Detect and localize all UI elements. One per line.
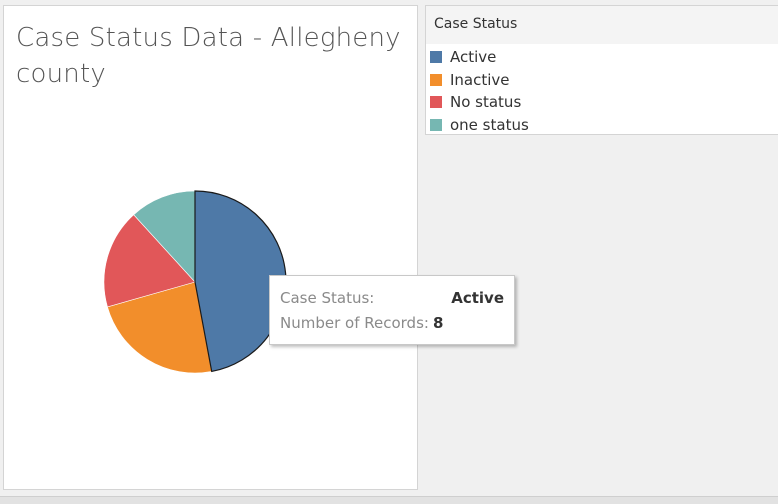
tooltip-row-records: Number of Records: 8 bbox=[280, 314, 443, 332]
pie-slice-one-status[interactable] bbox=[133, 190, 196, 283]
legend-title: Case Status bbox=[426, 6, 778, 44]
chart-title: Case Status Data - Allegheny county bbox=[16, 23, 401, 89]
legend-label: No status bbox=[450, 93, 522, 112]
tooltip-value: 8 bbox=[432, 314, 444, 332]
tooltip-value: Active bbox=[451, 289, 504, 307]
pie-chart[interactable] bbox=[4, 6, 419, 491]
legend-swatch bbox=[430, 73, 442, 86]
tooltip-label: Case Status: bbox=[280, 289, 375, 307]
tooltip-row-case-status: Case Status: Active bbox=[280, 289, 504, 307]
legend-swatch bbox=[430, 96, 442, 109]
legend-panel: Case Status Active Inactive No status on… bbox=[425, 5, 778, 135]
tooltip-label: Number of Records: bbox=[280, 314, 429, 332]
legend-label: one status bbox=[450, 115, 529, 134]
legend-label: Active bbox=[450, 48, 497, 67]
legend-item-one-status[interactable]: one status bbox=[430, 114, 529, 137]
legend-item-no-status[interactable]: No status bbox=[430, 91, 529, 114]
legend-item-inactive[interactable]: Inactive bbox=[430, 69, 529, 92]
legend-swatch bbox=[430, 118, 442, 131]
chart-panel: Case Status Data - Allegheny county bbox=[3, 5, 418, 490]
legend-list: Active Inactive No status one status bbox=[430, 46, 529, 136]
bottom-scrollbar[interactable] bbox=[0, 496, 778, 504]
pie-slice-no-status[interactable] bbox=[103, 214, 196, 308]
pie-slice-inactive[interactable] bbox=[107, 281, 213, 374]
legend-label: Inactive bbox=[450, 70, 510, 89]
pie-slice-active[interactable] bbox=[194, 190, 287, 373]
legend-swatch bbox=[430, 51, 442, 64]
tooltip: Case Status: Active Number of Records: 8 bbox=[269, 275, 515, 345]
legend-item-active[interactable]: Active bbox=[430, 46, 529, 69]
